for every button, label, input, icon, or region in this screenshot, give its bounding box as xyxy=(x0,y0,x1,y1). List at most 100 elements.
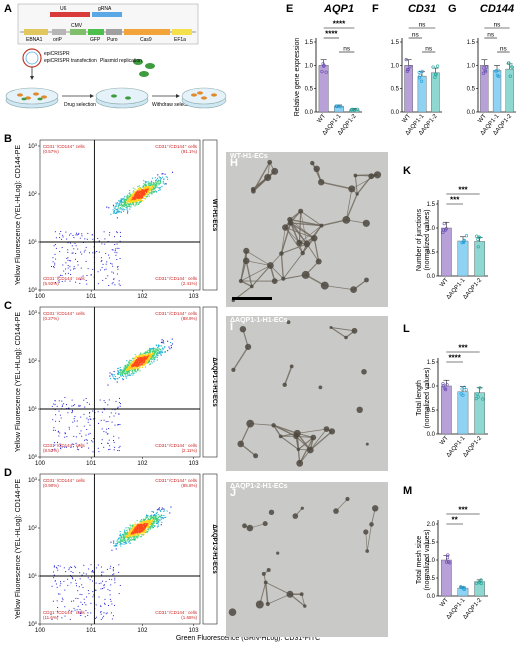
flow-dot xyxy=(137,192,139,194)
sample-label-box xyxy=(202,306,218,458)
flow-dot xyxy=(139,358,141,360)
flow-dot xyxy=(117,206,119,208)
flow-dot xyxy=(150,517,152,519)
panel-letter-f: F xyxy=(372,3,379,15)
flow-dot xyxy=(63,567,65,569)
flow-dot xyxy=(97,411,99,413)
flow-dot xyxy=(157,522,159,524)
flow-dot xyxy=(147,187,149,189)
flow-dot xyxy=(119,537,121,539)
flow-dot xyxy=(119,535,121,537)
flow-dot xyxy=(122,206,124,208)
flow-dot xyxy=(137,524,139,526)
flow-dot xyxy=(136,189,138,191)
flow-dot xyxy=(147,190,149,192)
data-point xyxy=(481,397,485,401)
flow-dot xyxy=(86,429,88,430)
flow-dot xyxy=(134,524,136,526)
flow-dot xyxy=(135,199,137,201)
cell-cluster xyxy=(250,187,256,192)
flow-dot xyxy=(131,194,133,196)
data-point xyxy=(441,382,445,386)
flow-dot xyxy=(112,376,114,378)
data-point xyxy=(444,560,449,564)
flow-dot xyxy=(146,194,148,196)
flow-dot xyxy=(108,578,110,580)
y-tick-label: 1.5 xyxy=(427,540,436,546)
flow-dot xyxy=(60,447,62,449)
y-tick-label: 1.0 xyxy=(427,226,436,232)
flow-dot xyxy=(166,510,168,512)
flow-dot xyxy=(83,425,85,427)
flow-dot xyxy=(89,252,90,254)
flow-dot xyxy=(137,367,139,369)
flow-dot xyxy=(60,417,62,419)
flow-dot xyxy=(149,347,151,349)
flow-dot xyxy=(136,537,138,539)
flow-dot xyxy=(125,204,127,206)
flow-dot xyxy=(137,191,139,193)
flow-dot xyxy=(104,243,106,245)
flow-dot xyxy=(138,193,140,195)
flow-dot xyxy=(125,375,127,377)
flow-dot xyxy=(160,352,162,354)
flow-dot xyxy=(156,191,158,193)
y-tick-label: 1.0 xyxy=(391,63,400,69)
flow-dot xyxy=(143,193,145,195)
flow-dot xyxy=(67,242,69,244)
flow-dot xyxy=(151,358,153,360)
flow-dot xyxy=(117,205,119,207)
flow-dot xyxy=(70,566,72,568)
flow-dot xyxy=(103,431,105,433)
flow-dot xyxy=(134,529,136,531)
flow-dot xyxy=(131,539,133,541)
flow-dot xyxy=(141,189,143,191)
flow-dot xyxy=(132,367,134,369)
flow-dot xyxy=(67,259,69,261)
flow-dot xyxy=(150,187,152,189)
flow-dot xyxy=(149,191,151,193)
flow-dot xyxy=(114,376,116,378)
flow-dot xyxy=(52,419,54,421)
flow-dot xyxy=(104,402,106,404)
flow-dot xyxy=(152,353,154,355)
flow-dot xyxy=(141,200,143,202)
flow-dot xyxy=(120,200,122,202)
flow-dot xyxy=(108,254,110,256)
flow-dot xyxy=(142,530,144,532)
flow-dot xyxy=(165,176,167,178)
cell-cluster xyxy=(286,320,291,325)
flow-dot xyxy=(134,528,136,530)
data-point xyxy=(444,388,448,392)
flow-dot xyxy=(119,533,121,535)
flow-dot xyxy=(142,200,144,202)
flow-dot xyxy=(127,199,129,201)
significance-label: *** xyxy=(458,506,468,515)
flow-dot xyxy=(70,571,72,572)
sample-label-box xyxy=(202,473,218,625)
ebna1-segment xyxy=(24,29,48,35)
y-tick-label: 0.5 xyxy=(427,408,436,414)
flow-dot xyxy=(148,516,150,518)
flow-dot xyxy=(77,233,79,235)
flow-dot xyxy=(139,529,141,531)
flow-dot xyxy=(113,210,115,212)
significance-label: ns xyxy=(494,22,502,29)
cell-cluster xyxy=(368,173,375,180)
flow-dot xyxy=(62,234,64,236)
flow-dot xyxy=(124,204,126,206)
flow-dot xyxy=(61,597,63,599)
flow-dot xyxy=(146,520,148,522)
flow-dot xyxy=(150,515,152,517)
flow-dot xyxy=(151,356,153,358)
flow-dot xyxy=(140,357,142,359)
flow-dot xyxy=(150,188,152,190)
flow-dot xyxy=(86,439,88,441)
flow-dot xyxy=(126,533,128,535)
flow-dot xyxy=(160,345,162,347)
flow-dot xyxy=(164,351,166,353)
flow-dot xyxy=(128,373,130,375)
flow-dot xyxy=(146,524,148,526)
flow-dot xyxy=(140,193,142,195)
